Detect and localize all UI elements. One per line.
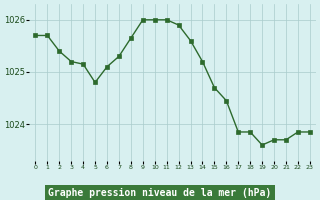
- Text: Graphe pression niveau de la mer (hPa): Graphe pression niveau de la mer (hPa): [48, 188, 272, 198]
